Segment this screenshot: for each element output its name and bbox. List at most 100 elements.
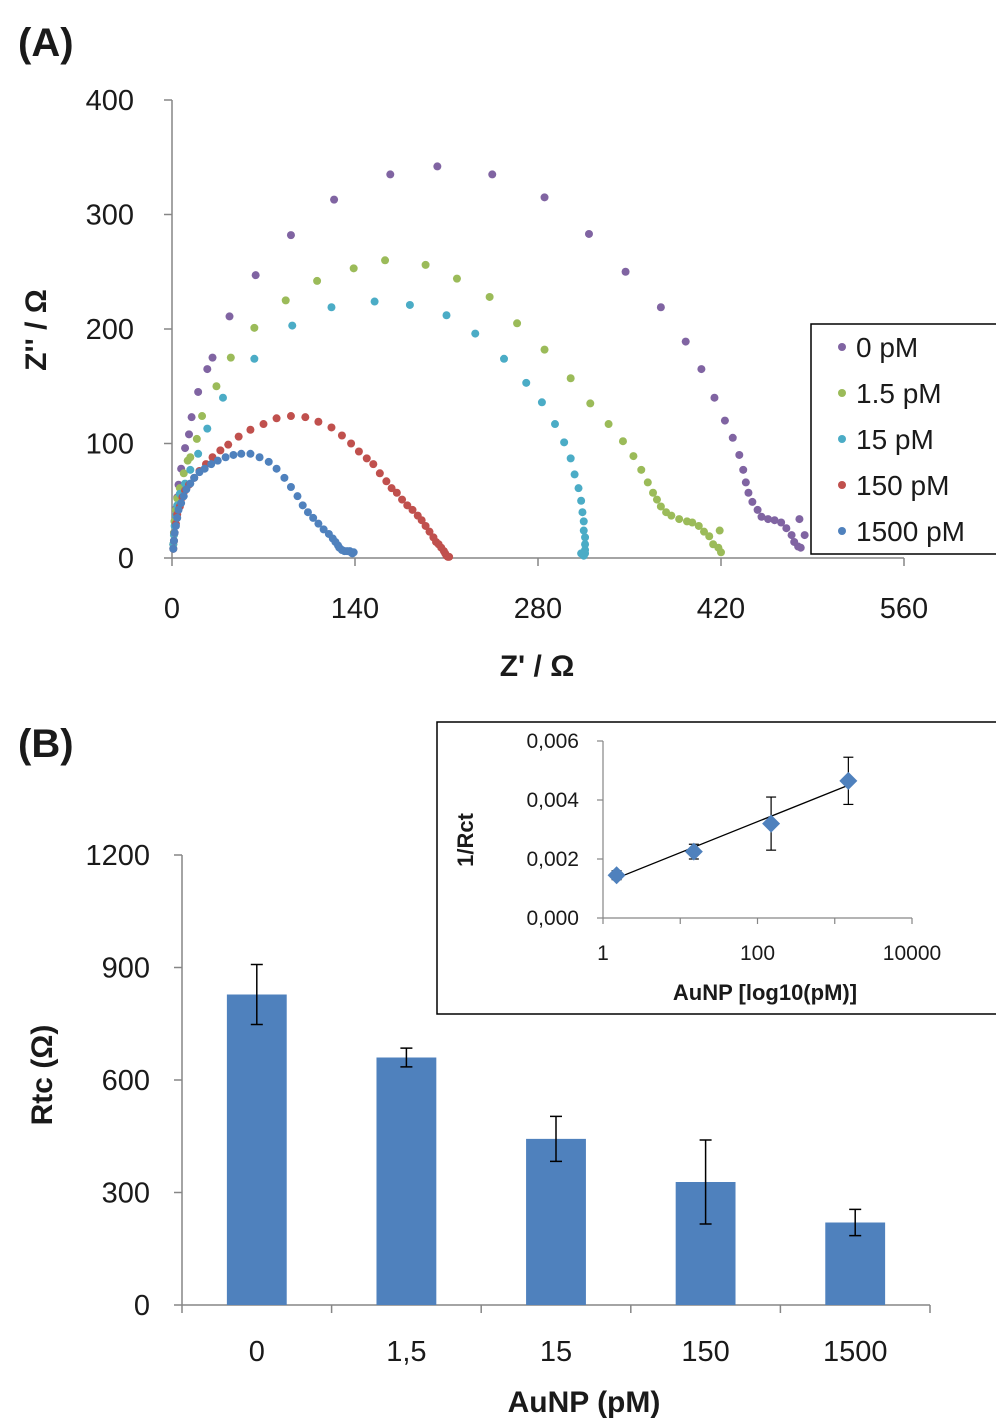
x-tick-label: 420: [697, 593, 745, 625]
data-point: [770, 516, 779, 525]
legend-marker: [838, 481, 846, 489]
inset-x-tick-label: 10000: [883, 942, 941, 965]
data-point: [246, 425, 255, 434]
data-point: [192, 434, 201, 443]
data-point: [250, 354, 259, 363]
bar-group-15: 15: [526, 1115, 586, 1368]
data-point: [286, 483, 295, 492]
data-point: [386, 170, 395, 179]
data-point: [513, 319, 522, 328]
data-point: [226, 353, 235, 362]
data-point: [184, 430, 193, 439]
data-point: [452, 274, 461, 283]
data-point: [550, 420, 559, 429]
bar-group-1-5: 1,5: [376, 1047, 437, 1368]
data-point: [442, 311, 451, 320]
data-point: [170, 528, 179, 537]
x-tick-label: 0: [249, 1336, 265, 1368]
data-point: [540, 193, 549, 202]
inset-point-group: [684, 842, 703, 861]
data-point: [656, 303, 665, 312]
inset-data-point: [607, 866, 626, 885]
data-point: [566, 454, 575, 463]
data-point: [537, 398, 546, 407]
y-tick-label: 1200: [85, 840, 150, 872]
bar: [376, 1057, 437, 1305]
y-tick-label: 100: [86, 429, 134, 461]
data-point: [574, 484, 583, 493]
x-tick-label: 280: [514, 593, 562, 625]
data-point: [174, 505, 183, 514]
data-point: [234, 432, 243, 441]
data-point: [392, 488, 401, 497]
x-tick-label: 0: [164, 593, 180, 625]
series-1-5-pm: [169, 256, 725, 557]
data-point: [314, 519, 323, 528]
data-point: [485, 292, 494, 301]
data-point: [309, 513, 318, 522]
data-point: [584, 229, 593, 238]
y-tick-label: 300: [86, 200, 134, 232]
panel-b-x-axis-title: AuNP (pM): [508, 1386, 661, 1419]
data-point: [216, 446, 225, 455]
inset-chart: 0,000 0,002 0,004 0,006 1 100 10000 AuNP [log1…: [436, 721, 996, 1015]
panel-b-axes: 0 300 600 900 1200: [85, 840, 931, 1322]
data-point: [194, 387, 203, 396]
data-point: [251, 271, 260, 280]
x-tick-label: 15: [540, 1336, 572, 1368]
data-point: [577, 549, 586, 558]
data-point: [566, 374, 575, 383]
panel-a-legend: 0 pM 1.5 pM 15 pM 150 pM 1500 pM: [810, 323, 996, 555]
legend-item-1500-pm: 1500 pM: [838, 516, 965, 547]
y-tick-label: 300: [102, 1178, 150, 1210]
legend-items: 0 pM 1.5 pM 15 pM 150 pM 1500 pM: [838, 332, 965, 547]
data-point: [221, 453, 230, 462]
data-point: [421, 521, 430, 530]
data-point: [281, 296, 290, 305]
data-point: [581, 540, 590, 549]
data-point: [405, 300, 414, 309]
data-point: [445, 552, 454, 561]
series-150-pm: [169, 412, 454, 561]
data-point: [246, 449, 255, 458]
bar-group-0: 0: [226, 963, 287, 1368]
x-tick-label: 140: [331, 593, 379, 625]
data-point: [319, 525, 328, 534]
inset-y-axis-title: 1/Rct: [453, 812, 478, 866]
data-point: [471, 329, 480, 338]
data-point: [349, 264, 358, 273]
data-point: [208, 353, 217, 362]
data-point: [327, 303, 336, 312]
data-point: [764, 515, 773, 524]
bar: [526, 1138, 586, 1305]
data-point: [621, 267, 630, 276]
trendline: [616, 784, 849, 879]
data-point: [173, 513, 182, 522]
data-point: [337, 431, 346, 440]
data-point: [500, 354, 509, 363]
y-tick-label: 900: [102, 953, 150, 985]
data-point: [272, 414, 281, 423]
data-point: [398, 495, 407, 504]
data-point: [301, 413, 310, 422]
series-15-pm: [169, 297, 590, 560]
inset-axes: 0,000 0,002 0,004 0,006 1 100 10000: [526, 730, 941, 965]
data-point: [186, 479, 195, 488]
panel-a-data-points: [169, 162, 809, 561]
panel-b: (B) 0 300 600 900 1200 0 1,5 15 150 1500 AuNP (p…: [18, 721, 996, 1419]
data-point: [225, 312, 234, 321]
data-point: [194, 449, 203, 458]
data-point: [186, 453, 195, 462]
data-point: [560, 438, 569, 447]
x-tick-label: 560: [880, 593, 928, 625]
legend-label: 0 pM: [856, 332, 918, 363]
data-point: [488, 170, 497, 179]
legend-item-1-5-pm: 1.5 pM: [838, 378, 942, 409]
panel-a-label: (A): [18, 21, 74, 65]
inset-point-group: [607, 866, 626, 885]
panel-b-label: (B): [18, 722, 74, 766]
data-point: [586, 399, 595, 408]
bar-group-150: 150: [675, 1139, 736, 1368]
data-point: [715, 526, 724, 535]
data-point: [169, 536, 178, 545]
